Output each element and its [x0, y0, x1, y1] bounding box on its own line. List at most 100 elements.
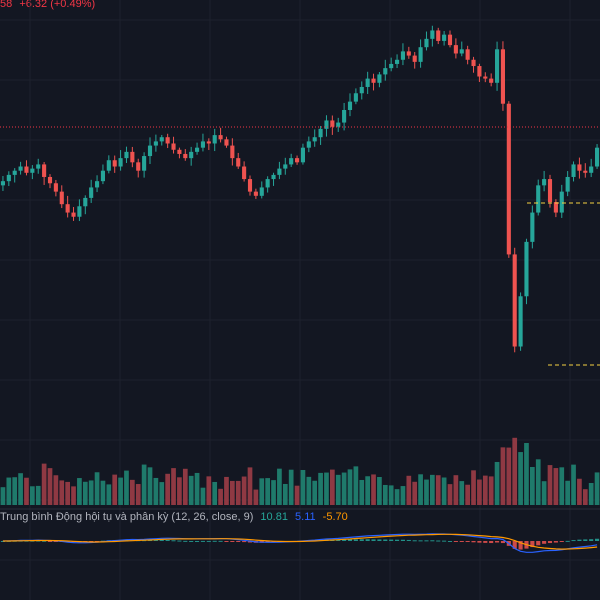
macd-histogram-bar: [489, 541, 494, 544]
macd-histogram-bar: [42, 540, 47, 542]
volume-bar: [312, 480, 318, 505]
candle-body: [312, 137, 317, 142]
macd-histogram-bar: [595, 538, 600, 541]
volume-bar: [118, 477, 123, 505]
volume-bar: [112, 474, 118, 505]
candle-body: [371, 78, 376, 83]
volume-bar: [430, 474, 435, 505]
candle-body: [465, 49, 470, 60]
candle-body: [406, 51, 411, 56]
volume-bar: [330, 469, 335, 505]
candle-body: [83, 197, 88, 207]
volume-bar: [218, 488, 223, 505]
volume-bar: [159, 482, 165, 505]
macd-histogram-bar: [547, 541, 553, 544]
macd-histogram-bar: [459, 541, 464, 542]
candle-body: [418, 47, 423, 62]
volume-bar: [506, 447, 512, 505]
candle-body: [571, 164, 576, 177]
volume-bar: [324, 472, 329, 505]
candle-body: [347, 101, 353, 110]
macd-histogram-bar: [442, 540, 447, 542]
macd-histogram-bar: [400, 539, 405, 541]
volume-bar: [224, 476, 229, 505]
candle-body: [206, 141, 211, 144]
candle-body: [259, 187, 264, 196]
volume-bar: [253, 489, 259, 505]
volume-bar: [441, 477, 447, 505]
candle-body: [77, 206, 82, 217]
volume-bar: [106, 484, 112, 505]
volume-bar: [541, 481, 547, 505]
macd-histogram-bar: [418, 540, 423, 542]
candle-body: [536, 185, 541, 213]
macd-histogram-bar: [559, 541, 564, 542]
macd-histogram-bar: [453, 541, 458, 542]
volume-bar: [341, 472, 347, 505]
volume-bar: [565, 480, 570, 505]
macd-histogram-bar: [177, 540, 182, 542]
candle-body: [365, 78, 370, 87]
candle-body: [442, 34, 447, 41]
volume-bar: [559, 467, 565, 505]
candle-body: [224, 139, 229, 146]
candle-body: [200, 141, 205, 148]
macd-histogram-bar: [512, 541, 517, 549]
candlesticks: [0, 25, 600, 353]
candle-body: [159, 137, 164, 142]
volume-bar: [182, 468, 188, 505]
candle-body: [95, 181, 100, 188]
macd-histogram-bar: [183, 540, 188, 542]
candle-body: [553, 202, 558, 213]
candle-body: [383, 68, 388, 75]
macd-histogram-bar: [383, 539, 388, 541]
volume-bar: [465, 484, 470, 505]
candle-body: [218, 135, 223, 140]
volume-bar: [518, 452, 523, 505]
volume-bar: [177, 477, 182, 505]
volume-bar: [65, 481, 70, 505]
candle-body: [542, 179, 547, 186]
candle-body: [12, 170, 17, 175]
volume-bar: [571, 464, 576, 505]
volume-bar: [353, 466, 359, 505]
candle-body: [100, 170, 105, 182]
candle-body: [183, 153, 188, 159]
candle-body: [147, 145, 153, 157]
candle-body: [300, 147, 305, 163]
candle-body: [65, 204, 70, 213]
volume-bar: [241, 476, 247, 505]
candle-body: [153, 141, 158, 146]
volume-bar: [547, 465, 553, 505]
candle-body: [36, 164, 41, 169]
candle-body: [253, 191, 258, 196]
candle-body: [171, 143, 176, 150]
volume-bar: [588, 482, 594, 505]
macd-histogram-bar: [336, 539, 341, 541]
candle-body: [389, 63, 394, 69]
candle-body: [530, 212, 535, 242]
candle-body: [518, 296, 523, 347]
candle-body: [212, 135, 217, 144]
volume-bar: [459, 481, 465, 505]
volume-bar: [41, 463, 47, 505]
candle-body: [230, 145, 235, 159]
volume-bar: [318, 472, 323, 505]
candle-body: [71, 212, 76, 217]
candle-body: [130, 151, 135, 163]
candle-body: [112, 160, 117, 167]
macd-histogram-bar: [589, 539, 594, 541]
macd-histogram-bar: [447, 540, 453, 542]
candle-body: [89, 187, 94, 198]
volume-bar: [165, 473, 170, 505]
macd-histogram-bar: [353, 539, 358, 541]
volume-bar: [230, 480, 235, 505]
volume-bar: [535, 459, 541, 505]
macd-histogram-bar: [206, 540, 211, 542]
volume-bar: [553, 468, 559, 505]
candle-body: [424, 38, 429, 48]
volume-bar: [82, 481, 88, 505]
candle-body: [547, 179, 553, 203]
